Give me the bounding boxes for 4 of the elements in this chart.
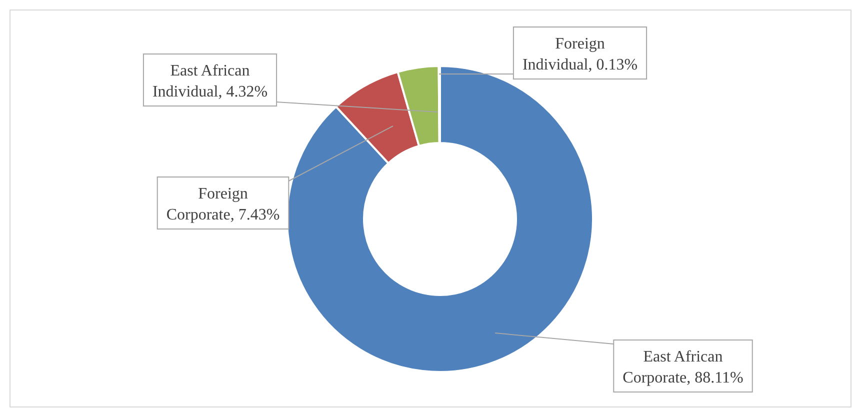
slice-label: East African Corporate, 88.11%: [622, 348, 744, 386]
slice-label: East African Individual, 4.32%: [152, 62, 268, 100]
slice-label: Foreign Corporate, 7.43%: [166, 185, 280, 224]
slice-label: Foreign Individual, 0.13%: [522, 35, 638, 74]
